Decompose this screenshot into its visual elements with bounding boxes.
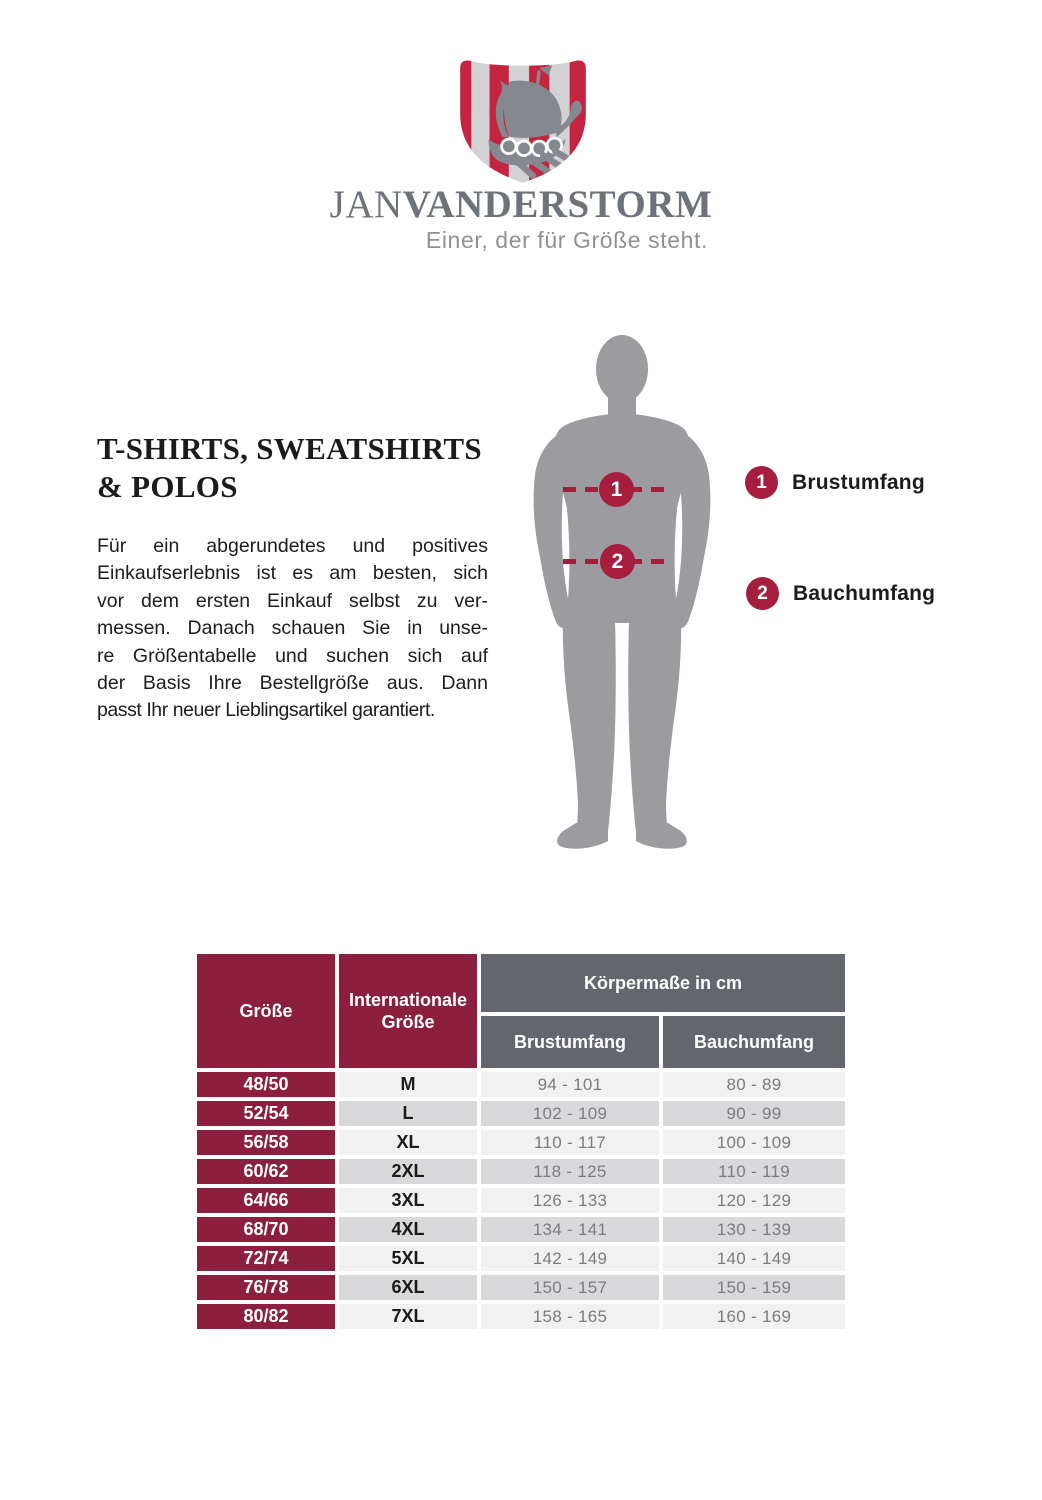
brand-shield-icon [460, 60, 586, 183]
intro-paragraph: Für ein abgerundetes und positives Einkau… [97, 533, 488, 725]
table-header-internationale-groesse: Internationale Größe [339, 954, 477, 1068]
legend-item-bauchumfang: 2 Bauchumfang [746, 577, 935, 610]
table-cell-belly: 110 - 119 [663, 1159, 845, 1184]
table-cell-chest: 118 - 125 [481, 1159, 659, 1184]
brand-name-vanderstorm: VANDERSTORM [402, 183, 713, 226]
table-cell-int: M [339, 1072, 477, 1097]
table-cell-belly: 130 - 139 [663, 1217, 845, 1242]
table-cell-size: 64/66 [197, 1188, 335, 1213]
table-cell-int: XL [339, 1130, 477, 1155]
brand-name-jan: JAN [329, 183, 403, 226]
body-silhouette [533, 335, 711, 849]
legend-label-bauchumfang: Bauchumfang [793, 581, 936, 605]
table-cell-belly: 150 - 159 [663, 1275, 845, 1300]
table-cell-chest: 150 - 157 [481, 1275, 659, 1300]
table-cell-size: 52/54 [197, 1101, 335, 1126]
chest-marker-badge: 1 [599, 472, 634, 507]
table-cell-size: 56/58 [197, 1130, 335, 1155]
table-cell-int: 4XL [339, 1217, 477, 1242]
table-cell-chest: 142 - 149 [481, 1246, 659, 1271]
table-cell-int: 6XL [339, 1275, 477, 1300]
legend-label-brustumfang: Brustumfang [792, 470, 925, 494]
legend-badge-1: 1 [745, 466, 778, 499]
table-header-bauchumfang: Bauchumfang [663, 1016, 845, 1068]
table-cell-int: 5XL [339, 1246, 477, 1271]
table-cell-belly: 120 - 129 [663, 1188, 845, 1213]
table-cell-chest: 102 - 109 [481, 1101, 659, 1126]
table-cell-belly: 100 - 109 [663, 1130, 845, 1155]
table-header-brustumfang: Brustumfang [481, 1016, 659, 1068]
table-cell-belly: 90 - 99 [663, 1101, 845, 1126]
table-cell-int: 7XL [339, 1304, 477, 1329]
table-cell-chest: 158 - 165 [481, 1304, 659, 1329]
legend-item-brustumfang: 1 Brustumfang [745, 466, 925, 499]
table-header-groesse: Größe [197, 954, 335, 1068]
belly-marker-badge: 2 [600, 544, 635, 579]
page-title-line1: T-SHIRTS, SWEATSHIRTS [97, 431, 482, 466]
table-cell-size: 60/62 [197, 1159, 335, 1184]
table-cell-chest: 134 - 141 [481, 1217, 659, 1242]
brand-tagline: Einer, der für Größe steht. [425, 227, 708, 253]
table-cell-size: 80/82 [197, 1304, 335, 1329]
page-title-line2: & POLOS [97, 469, 238, 504]
paragraph-line: der Basis Ihre Bestellgröße aus. Dann [97, 672, 488, 695]
paragraph-line: passt Ihr neuer Lieblingsartikel garanti… [97, 699, 435, 722]
table-cell-chest: 110 - 117 [481, 1130, 659, 1155]
table-cell-size: 72/74 [197, 1246, 335, 1271]
size-table: Größe Internationale Größe Körpermaße in… [197, 954, 845, 1329]
table-cell-belly: 80 - 89 [663, 1072, 845, 1097]
brand-wordmark: JANVANDERSTORM [0, 184, 1042, 226]
table-cell-int: 3XL [339, 1188, 477, 1213]
paragraph-line: re Größentabelle und suchen sich auf [97, 644, 488, 667]
table-cell-belly: 140 - 149 [663, 1246, 845, 1271]
table-cell-chest: 126 - 133 [481, 1188, 659, 1213]
paragraph-line: Für ein abgerundetes und positives [97, 535, 488, 557]
table-cell-size: 48/50 [197, 1072, 335, 1097]
paragraph-line: messen. Danach schauen Sie in unse- [97, 617, 488, 640]
viking-ship-icon [488, 65, 582, 180]
table-cell-size: 76/78 [197, 1275, 335, 1300]
table-cell-size: 68/70 [197, 1217, 335, 1242]
table-cell-belly: 160 - 169 [663, 1304, 845, 1329]
page-title: T-SHIRTS, SWEATSHIRTS & POLOS [97, 430, 482, 506]
table-cell-int: 2XL [339, 1159, 477, 1184]
paragraph-line: Einkaufserlebnis ist es am besten, sich [97, 562, 488, 585]
paragraph-line: vor dem ersten Einkauf selbst zu ver- [97, 589, 488, 612]
table-header-koerpermasse: Körpermaße in cm [481, 954, 845, 1012]
table-cell-chest: 94 - 101 [481, 1072, 659, 1097]
table-cell-int: L [339, 1101, 477, 1126]
legend-badge-2: 2 [746, 577, 779, 610]
